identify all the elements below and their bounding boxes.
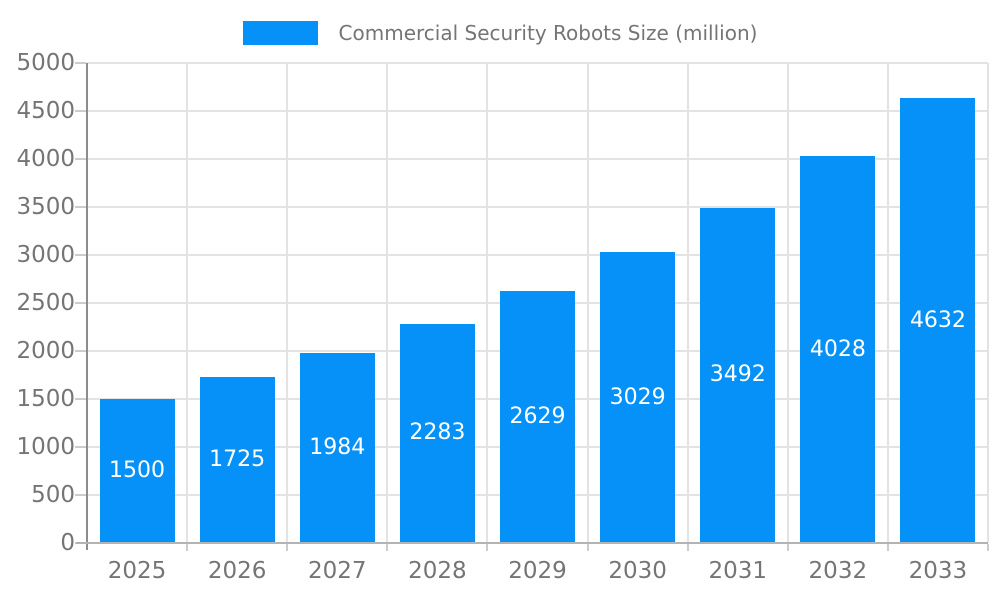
- y-axis-tick: [75, 158, 86, 160]
- y-tick-label: 2000: [16, 338, 75, 364]
- bar-value-label: 1500: [109, 458, 166, 483]
- y-axis-tick: [75, 398, 86, 400]
- bar: [399, 323, 475, 543]
- y-axis-tick: [75, 350, 86, 352]
- bar: [199, 377, 275, 543]
- y-axis-tick: [75, 62, 86, 64]
- bar-value-label: 1725: [209, 447, 266, 473]
- h-gridline: [87, 254, 988, 256]
- v-gridline: [987, 63, 989, 543]
- legend-swatch: [242, 21, 318, 45]
- bar-value-label: 3492: [709, 362, 766, 388]
- x-tick-label: 2031: [708, 558, 767, 584]
- x-tick-label: 2025: [107, 558, 167, 584]
- x-axis-tick: [686, 544, 689, 551]
- x-tick-label: 2027: [307, 558, 367, 584]
- x-axis-tick: [786, 544, 789, 551]
- plot-area: 0 500 1000 1500 2000 2500 3000 3500 4000 4500 5000…: [16, 50, 989, 584]
- v-gridline: [586, 63, 589, 543]
- x-axis-line: [76, 542, 988, 544]
- x-axis-tick: [486, 544, 489, 551]
- v-gridline: [186, 63, 189, 543]
- x-axis-tick: [886, 544, 889, 551]
- bar: [99, 399, 175, 543]
- x-tick-label: 2032: [808, 558, 868, 584]
- y-axis-tick: [75, 302, 86, 304]
- y-tick-label: 2500: [16, 290, 75, 316]
- y-tick-label: 4500: [16, 98, 75, 124]
- bar-value-label: 3029: [609, 384, 666, 410]
- x-axis-tick: [987, 544, 989, 551]
- bar-value-label: 4632: [909, 307, 966, 333]
- v-gridline: [786, 63, 789, 543]
- y-tick-label: 4000: [16, 146, 75, 172]
- v-gridline: [386, 63, 389, 543]
- y-tick-label: 500: [31, 482, 75, 508]
- v-gridline: [286, 63, 289, 543]
- bar-value-label: 2629: [509, 403, 566, 429]
- h-gridline: [87, 158, 988, 160]
- x-axis-tick: [386, 544, 389, 551]
- x-tick-label: 2033: [908, 558, 968, 584]
- y-axis-tick: [75, 206, 86, 208]
- bar: [800, 156, 876, 543]
- bar: [500, 290, 575, 543]
- x-axis-tick: [286, 544, 289, 551]
- y-axis-tick: [75, 494, 86, 496]
- v-gridline: [486, 63, 489, 543]
- bar-value-label: 4028: [809, 336, 866, 362]
- bar: [900, 98, 976, 543]
- x-axis-tick: [586, 544, 589, 551]
- legend-label: Commercial Security Robots Size (million…: [338, 21, 758, 45]
- h-gridline: [87, 110, 988, 112]
- y-tick-label: 1500: [16, 386, 75, 412]
- legend: Commercial Security Robots Size (million…: [0, 21, 1000, 45]
- x-tick-label: 2030: [608, 558, 667, 584]
- y-axis-tick: [75, 254, 86, 256]
- h-gridline: [87, 206, 988, 208]
- x-axis-tick: [186, 544, 189, 551]
- v-gridline: [686, 63, 689, 543]
- y-axis-tick: [75, 110, 86, 112]
- y-tick-label: 1000: [16, 434, 75, 460]
- bar: [600, 252, 676, 543]
- bar-value-label: 1984: [309, 434, 366, 460]
- y-axis-line: [86, 63, 88, 550]
- x-tick-label: 2029: [508, 558, 567, 584]
- y-tick-label: 5000: [16, 50, 75, 76]
- bar: [700, 207, 776, 543]
- y-axis-tick: [75, 446, 86, 448]
- bar-value-label: 2283: [409, 420, 466, 446]
- bar: [299, 352, 375, 543]
- y-tick-label: 3000: [16, 242, 75, 268]
- v-gridline: [886, 63, 889, 543]
- x-tick-label: 2028: [408, 558, 467, 584]
- y-tick-label: 0: [60, 530, 75, 556]
- h-gridline: [87, 62, 988, 64]
- y-tick-label: 3500: [16, 194, 75, 220]
- x-tick-label: 2026: [207, 558, 267, 584]
